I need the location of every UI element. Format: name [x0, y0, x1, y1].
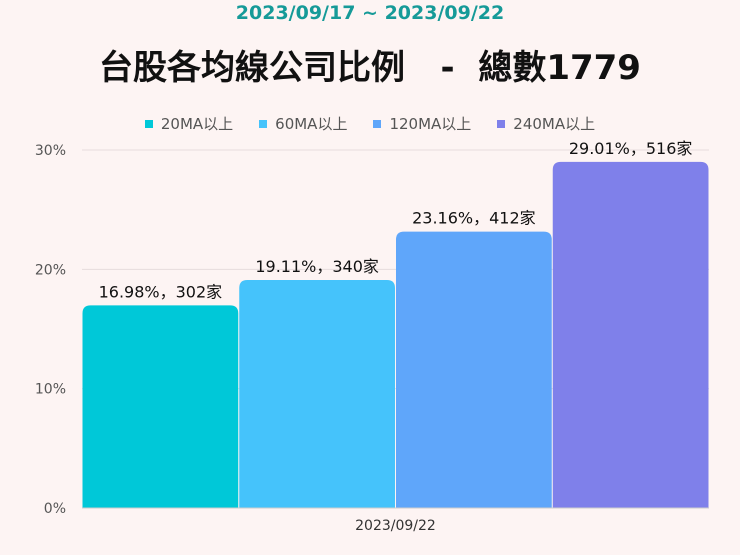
data-label: 19.11%，340家 — [255, 257, 379, 276]
chart-title: 台股各均線公司比例 - 總數1779 — [99, 48, 641, 88]
legend-item[interactable]: 60MA以上 — [259, 113, 347, 134]
y-tick-label: 20% — [35, 262, 66, 278]
data-label: 23.16%，412家 — [412, 209, 536, 228]
legend-swatch — [259, 119, 268, 128]
legend-swatch — [497, 119, 506, 128]
y-tick-label: 0% — [44, 501, 66, 517]
legend-label: 20MA以上 — [160, 115, 234, 133]
legend-item[interactable]: 120MA以上 — [373, 113, 471, 134]
legend-swatch — [144, 119, 153, 128]
legend-swatch — [373, 119, 382, 128]
data-label: 29.01%，516家 — [569, 139, 693, 158]
legend-item[interactable]: 240MA以上 — [497, 113, 595, 134]
y-tick-label: 30% — [35, 143, 66, 159]
bar — [552, 161, 709, 508]
bar — [396, 231, 552, 508]
x-tick-label: 2023/09/22 — [355, 518, 436, 534]
data-label: 16.98%，302家 — [99, 282, 223, 301]
legend-item[interactable]: 20MA以上 — [144, 113, 234, 134]
bar — [239, 279, 395, 508]
chart-subtitle: 2023/09/17 ~ 2023/09/22 — [235, 2, 505, 24]
legend: 20MA以上 60MA以上 120MA以上 240MA以上 — [0, 113, 740, 134]
y-tick-label: 10% — [35, 382, 66, 398]
legend-label: 240MA以上 — [513, 115, 596, 133]
bar — [82, 305, 239, 508]
legend-label: 120MA以上 — [389, 115, 472, 133]
legend-label: 60MA以上 — [275, 115, 348, 133]
